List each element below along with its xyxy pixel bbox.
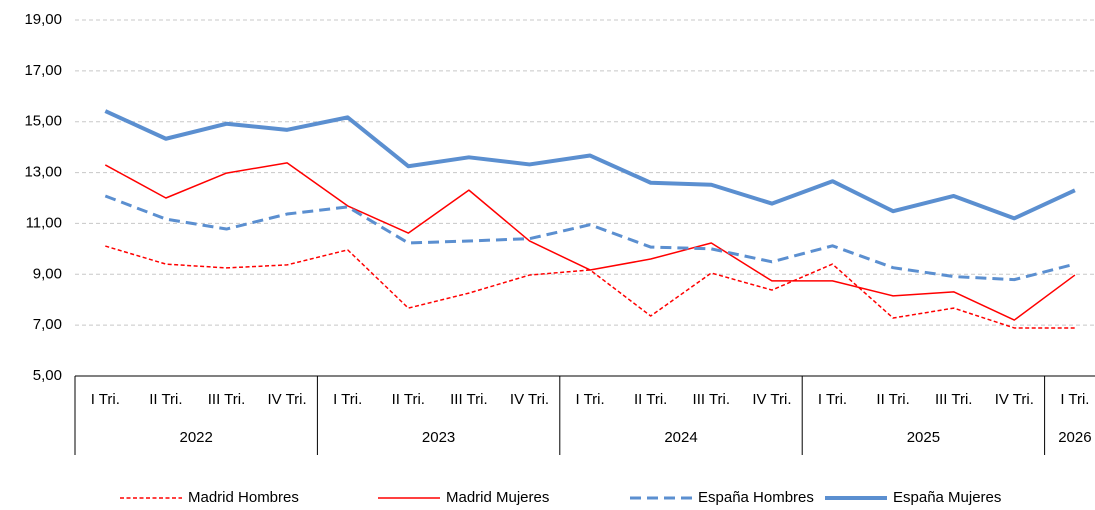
y-tick-label: 7,00 <box>33 316 62 333</box>
legend-label: Madrid Mujeres <box>446 489 549 506</box>
series-line <box>105 245 1075 329</box>
legend-label: España Mujeres <box>893 489 1001 506</box>
x-tick-label: I Tri. <box>1060 391 1089 408</box>
x-group-label: 2026 <box>1058 429 1091 446</box>
x-tick-label: IV Tri. <box>752 391 791 408</box>
legend-label: Madrid Hombres <box>188 489 299 506</box>
x-tick-label: III Tri. <box>693 391 731 408</box>
x-tick-label: III Tri. <box>450 391 488 408</box>
y-tick-label: 19,00 <box>24 11 62 28</box>
x-tick-label: I Tri. <box>91 391 120 408</box>
series-line <box>104 162 1076 321</box>
x-tick-label: III Tri. <box>935 391 973 408</box>
x-tick-label: II Tri. <box>149 391 182 408</box>
x-tick-label: I Tri. <box>818 391 847 408</box>
x-tick-label: I Tri. <box>333 391 362 408</box>
y-tick-label: 5,00 <box>33 367 62 384</box>
y-tick-label: 11,00 <box>26 214 62 231</box>
x-tick-label: IV Tri. <box>268 391 307 408</box>
y-tick-label: 15,00 <box>24 113 62 130</box>
x-group-label: 2025 <box>907 429 940 446</box>
x-tick-label: I Tri. <box>576 391 605 408</box>
x-group-label: 2023 <box>422 429 455 446</box>
x-tick-label: IV Tri. <box>995 391 1034 408</box>
series-line <box>104 194 1076 282</box>
y-tick-label: 17,00 <box>24 62 62 79</box>
x-tick-label: III Tri. <box>208 391 246 408</box>
y-tick-label: 9,00 <box>33 265 62 282</box>
x-tick-label: II Tri. <box>634 391 667 408</box>
x-group-label: 2022 <box>180 429 213 446</box>
series-line <box>104 109 1076 221</box>
legend-label: España Hombres <box>698 489 814 506</box>
x-tick-label: II Tri. <box>392 391 425 408</box>
x-group-label: 2024 <box>664 429 697 446</box>
y-tick-label: 13,00 <box>24 164 62 181</box>
x-tick-label: II Tri. <box>876 391 909 408</box>
x-tick-label: IV Tri. <box>510 391 549 408</box>
